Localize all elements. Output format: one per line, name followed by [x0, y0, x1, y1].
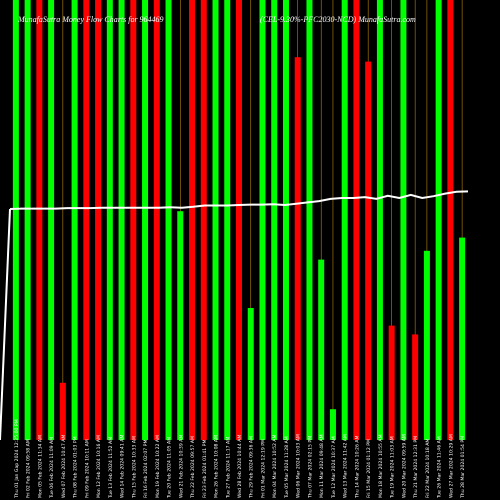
money-flow-bar: [282, 0, 289, 440]
x-tick-label: Mon 04 Mar 2024 10:52 AM: [272, 434, 278, 498]
money-flow-bar: [48, 0, 55, 440]
money-flow-bar: [423, 250, 430, 440]
money-flow-bar: [400, 0, 407, 440]
money-flow-bar: [447, 0, 454, 440]
money-flow-bar: [59, 382, 66, 440]
x-tick-label: Fri 23 Feb 2024 01:41 PM: [202, 440, 208, 498]
x-tick-label: Thu 29 Feb 2024 09:36 AM: [249, 436, 255, 499]
x-tick-label: Wed 27 Mar 2024 10:29 AM: [448, 434, 454, 498]
money-flow-bar: [95, 0, 102, 440]
x-tick-label: Mon 05 Feb 2024 11:34 AM: [37, 435, 43, 498]
money-flow-bar: [165, 0, 172, 440]
x-tick-label: Wed 06 Mar 2024 10:03 AM: [296, 434, 302, 498]
x-tick-label: Mon 26 Feb 2024 10:08 AM: [214, 435, 220, 498]
x-tick-label: Thu 14 Mar 2024 10:26 AM: [354, 435, 360, 499]
money-flow-bar: [153, 0, 160, 440]
x-tick-label: Fri 16 Feb 2024 02:07 PM: [143, 440, 149, 498]
money-flow-bar: [200, 0, 207, 440]
x-tick-label: Fri 15 Mar 2024 01:12 PM: [366, 439, 372, 498]
x-tick-label: Tue 13 Feb 2024 11:52 AM: [108, 437, 114, 499]
x-tick-label: Thu 21 Mar 2024 12:31 PM: [413, 436, 419, 499]
x-tick-label: Wed 07 Feb 2024 10:47 AM: [61, 435, 67, 498]
x-tick-label: Fri 22 Mar 2024 10:18 AM: [425, 439, 431, 498]
money-flow-bar: [224, 0, 231, 440]
money-flow-bar: [118, 0, 125, 440]
x-tick-label: Thu 07 Mar 2024 02:15 PM: [307, 436, 313, 499]
money-flow-bar: [365, 61, 372, 440]
money-flow-bar: [83, 0, 90, 440]
money-flow-bar: [36, 0, 43, 440]
money-flow-bar: [329, 409, 336, 440]
x-tick-label: Thu 15 Feb 2024 10:33 AM: [131, 436, 137, 499]
price-line-start: [0, 208, 11, 441]
money-flow-bar: [388, 325, 395, 440]
money-flow-bar: [435, 0, 442, 440]
money-flow-bar: [212, 0, 219, 440]
money-flow-bar: [259, 0, 266, 440]
x-tick-label: Wed 20 Mar 2024 09:59 AM: [401, 434, 407, 498]
x-tick-label: Tue 27 Feb 2024 11:17 AM: [225, 437, 231, 499]
money-flow-bar: [142, 0, 149, 440]
money-flow-bar: [341, 0, 348, 440]
x-tick-label: Thu 01 Jan Gap 2024 12:25:00 PM: [14, 419, 20, 499]
money-flow-bar: [412, 334, 419, 440]
money-flow-bar: [189, 0, 196, 440]
x-tick-label: Tue 20 Feb 2024 11:05 AM: [167, 437, 173, 499]
money-flow-bar: [71, 0, 78, 440]
x-tick-label: Thu 28 Mar 2024 01:54 PM: [460, 436, 466, 499]
x-tick-label: Fri 09 Feb 2024 10:11 AM: [84, 439, 90, 498]
x-tick-label: Tue 05 Mar 2024 11:28 AM: [284, 436, 290, 499]
x-tick-label: Tue 26 Mar 2024 11:46 AM: [437, 436, 443, 499]
money-flow-bar: [106, 0, 113, 440]
x-tick-label: Wed 28 Feb 2024 10:44 AM: [237, 435, 243, 498]
money-flow-bar: [177, 211, 184, 440]
x-tick-label: Tue 19 Mar 2024 11:03 AM: [390, 436, 396, 499]
x-tick-label: Fri 02 Feb 2024 09:58 AM: [26, 439, 32, 498]
money-flow-bar: [130, 0, 137, 440]
money-flow-bar: [459, 237, 466, 440]
x-tick-label: Thu 22 Feb 2024 09:57 AM: [190, 436, 196, 499]
x-tick-label: Wed 21 Feb 2024 10:39 AM: [178, 435, 184, 498]
chart-title-left: MunafaSutra Money Flow Charts for 964469: [17, 15, 164, 24]
price-line-group: [0, 190, 469, 441]
x-tick-labels: Thu 01 Jan Gap 2024 12:25:00 PM Fri 02 Fe…: [14, 419, 466, 499]
x-tick-label: Mon 19 Feb 2024 10:22 AM: [155, 435, 161, 498]
x-tick-label: Mon 12 Feb 2024 10:16 AM: [96, 435, 102, 498]
money-flow-bar: [236, 0, 242, 440]
x-tick-label: Fri 01 Mar 2024 12:19 PM: [260, 439, 266, 498]
money-flow-bar: [376, 0, 383, 440]
money-flow-bar: [353, 0, 360, 440]
x-tick-label: Tue 06 Feb 2024 11:09 AM: [49, 437, 55, 499]
money-flow-bar: [306, 0, 313, 440]
x-tick-label: Wed 14 Feb 2024 09:41 AM: [120, 435, 126, 498]
money-flow-bar: [294, 57, 301, 440]
x-tick-label: Thu 08 Feb 2024 01:03 PM: [73, 436, 79, 499]
money-flow-bar: [24, 0, 31, 440]
chart-title-right: (CEL-9.30%-PFC2030-NCD) MunafaSutra.com: [260, 15, 416, 24]
money-flow-bar: [318, 259, 325, 440]
price-line: [9, 190, 469, 210]
x-tick-label: Mon 11 Mar 2024 09:48 AM: [319, 434, 325, 498]
x-tick-label: Tue 12 Mar 2024 10:37 AM: [331, 436, 337, 499]
money-flow-bar: [12, 0, 19, 440]
money-flow-bar: [247, 308, 254, 440]
x-tick-label: Wed 13 Mar 2024 11:42 AM: [343, 434, 349, 498]
x-tick-label: Mon 18 Mar 2024 10:55 AM: [378, 434, 384, 498]
bars: [12, 0, 466, 440]
money-flow-bar: [271, 0, 278, 440]
